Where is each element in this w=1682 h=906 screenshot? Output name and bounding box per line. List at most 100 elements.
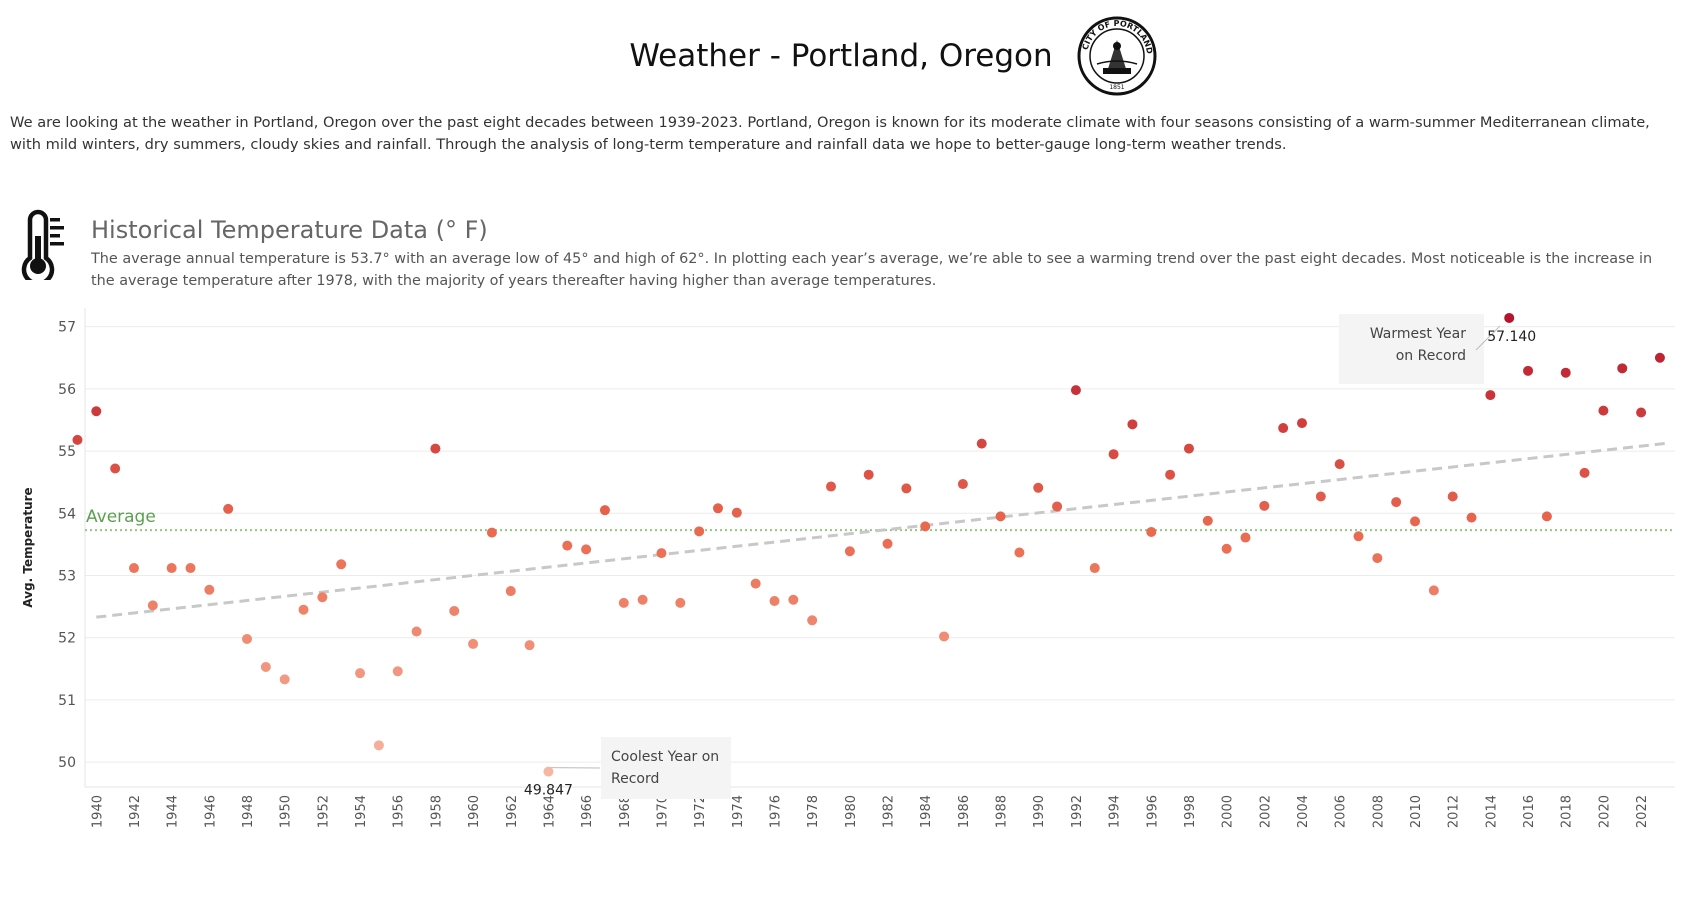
temperature-scatter-chart: 50 51 52 53 54 55 56 57 Avg. Temperature 1940 1942…: [21, 308, 1675, 828]
data-point-1996: [1146, 526, 1157, 537]
data-point-1955: [373, 740, 384, 751]
x-tick-label: 1954: [354, 795, 369, 828]
y-tick-label: 56: [58, 382, 76, 398]
data-point-1991: [1052, 501, 1063, 512]
y-tick-label: 52: [58, 631, 76, 647]
data-point-1948: [242, 633, 253, 644]
x-tick-label: 1986: [957, 795, 972, 828]
x-tick-label: 2020: [1597, 795, 1612, 828]
data-point-1967: [599, 505, 610, 516]
data-point-1939: [72, 434, 83, 445]
data-point-1976: [769, 595, 780, 606]
annotation-text: Coolest Year on: [611, 749, 719, 765]
x-tick-label: 1958: [429, 795, 444, 828]
data-point-1963: [524, 640, 535, 651]
x-tick-label: 2004: [1296, 795, 1311, 828]
data-point-1977: [788, 594, 799, 605]
y-tick-label: 51: [58, 693, 76, 709]
data-point-1980: [844, 546, 855, 557]
data-point-2001: [1240, 532, 1251, 543]
data-point-2007: [1353, 531, 1364, 542]
page-title: Weather - Portland, Oregon: [629, 38, 1053, 74]
x-tick-label: 1998: [1183, 795, 1198, 828]
x-tick-label: 2014: [1484, 795, 1499, 828]
data-point-1993: [1089, 563, 1100, 574]
data-point-1947: [223, 503, 234, 514]
data-point-2022: [1636, 407, 1647, 418]
data-point-1968: [618, 597, 629, 608]
data-point-1990: [1033, 482, 1044, 493]
x-tick-label: 1964: [542, 795, 557, 828]
data-point-1943: [147, 600, 158, 611]
data-point-2004: [1296, 418, 1307, 429]
data-point-2013: [1466, 512, 1477, 523]
data-point-1942: [128, 563, 139, 574]
data-point-2011: [1428, 585, 1439, 596]
x-tick-label: 1980: [844, 795, 859, 828]
section-description: The average annual temperature is 53.7° …: [91, 251, 1653, 289]
annotation-value: 49.847: [524, 783, 573, 799]
data-point-1953: [336, 559, 347, 570]
data-point-1982: [882, 538, 893, 549]
data-point-1956: [392, 666, 403, 677]
y-tick-label: 50: [58, 755, 76, 771]
x-tick-label: 1988: [995, 795, 1010, 828]
data-point-2008: [1372, 553, 1383, 564]
x-tick-label: 1940: [90, 795, 105, 828]
data-point-1997: [1165, 469, 1176, 480]
x-tick-label: 2022: [1635, 795, 1650, 828]
data-point-1952: [317, 592, 328, 603]
data-point-1965: [562, 540, 573, 551]
x-tick-label: 1972: [693, 795, 708, 828]
data-point-1973: [712, 503, 723, 514]
data-point-2009: [1391, 497, 1402, 508]
data-point-2000: [1221, 543, 1232, 554]
data-point-1945: [185, 563, 196, 574]
data-point-1999: [1202, 515, 1213, 526]
annotation-text: Warmest Year: [1370, 326, 1466, 342]
x-tick-label: 2016: [1522, 795, 1537, 828]
annotation-value: 57.140: [1487, 329, 1536, 345]
x-tick-label: 1976: [769, 795, 784, 828]
data-point-1975: [750, 578, 761, 589]
annotation-box-warmest: [1339, 314, 1484, 384]
data-point-2005: [1315, 491, 1326, 502]
data-point-2019: [1579, 467, 1590, 478]
x-tick-label: 1984: [919, 795, 934, 828]
y-tick-label: 54: [58, 506, 76, 522]
x-tick-label: 2006: [1334, 795, 1349, 828]
x-tick-label: 1942: [128, 795, 143, 828]
data-point-1941: [110, 463, 121, 474]
data-point-1960: [468, 638, 479, 649]
x-tick-label: 1948: [241, 795, 256, 828]
data-point-2006: [1334, 459, 1345, 470]
data-point-1961: [486, 527, 497, 538]
data-point-2002: [1259, 500, 1270, 511]
data-point-2018: [1560, 367, 1571, 378]
data-point-1984: [920, 521, 931, 532]
x-tick-label: 1966: [580, 795, 595, 828]
data-point-1985: [939, 631, 950, 642]
x-tick-label: 1960: [467, 795, 482, 828]
intro-paragraph: We are looking at the weather in Portlan…: [10, 114, 1650, 153]
thermometer-icon: [21, 209, 64, 280]
data-point-2017: [1541, 511, 1552, 522]
x-tick-label: 2002: [1258, 795, 1273, 828]
x-tick-label: 1996: [1145, 795, 1160, 828]
x-tick-label: 1992: [1070, 795, 1085, 828]
data-point-1949: [260, 661, 271, 672]
data-point-1978: [807, 615, 818, 626]
x-tick-label: 1982: [882, 795, 897, 828]
x-tick-label: 1970: [655, 795, 670, 828]
x-tick-label: 1962: [505, 795, 520, 828]
trend-line: [96, 441, 1670, 619]
data-point-2023: [1654, 352, 1665, 363]
x-tick-label: 1944: [166, 795, 181, 828]
data-point-2020: [1598, 405, 1609, 416]
x-tick-label: 1978: [806, 795, 821, 828]
data-point-1957: [411, 626, 422, 637]
data-point-2015: [1504, 312, 1515, 323]
y-axis-label: Avg. Temperature: [21, 487, 35, 607]
section-title: Historical Temperature Data (° F): [91, 216, 488, 244]
data-point-1958: [430, 443, 441, 454]
